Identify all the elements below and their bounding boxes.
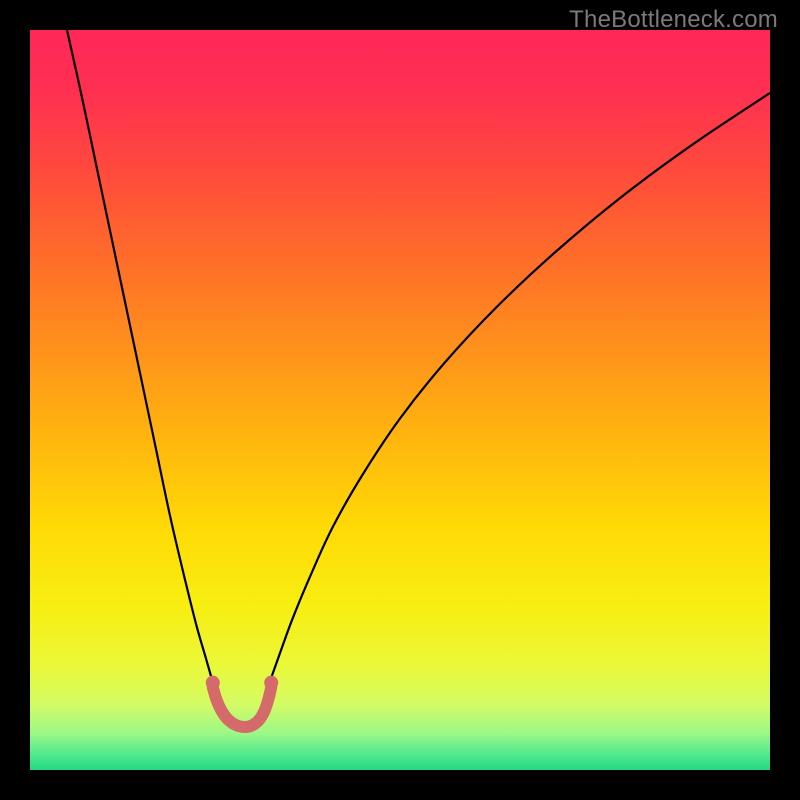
arc-endpoint-left [206, 676, 220, 690]
gradient-background [30, 30, 770, 770]
chart-area [30, 30, 770, 770]
arc-endpoint-right [264, 676, 278, 690]
outer-frame: TheBottleneck.com [0, 0, 800, 800]
chart-svg [30, 30, 770, 770]
